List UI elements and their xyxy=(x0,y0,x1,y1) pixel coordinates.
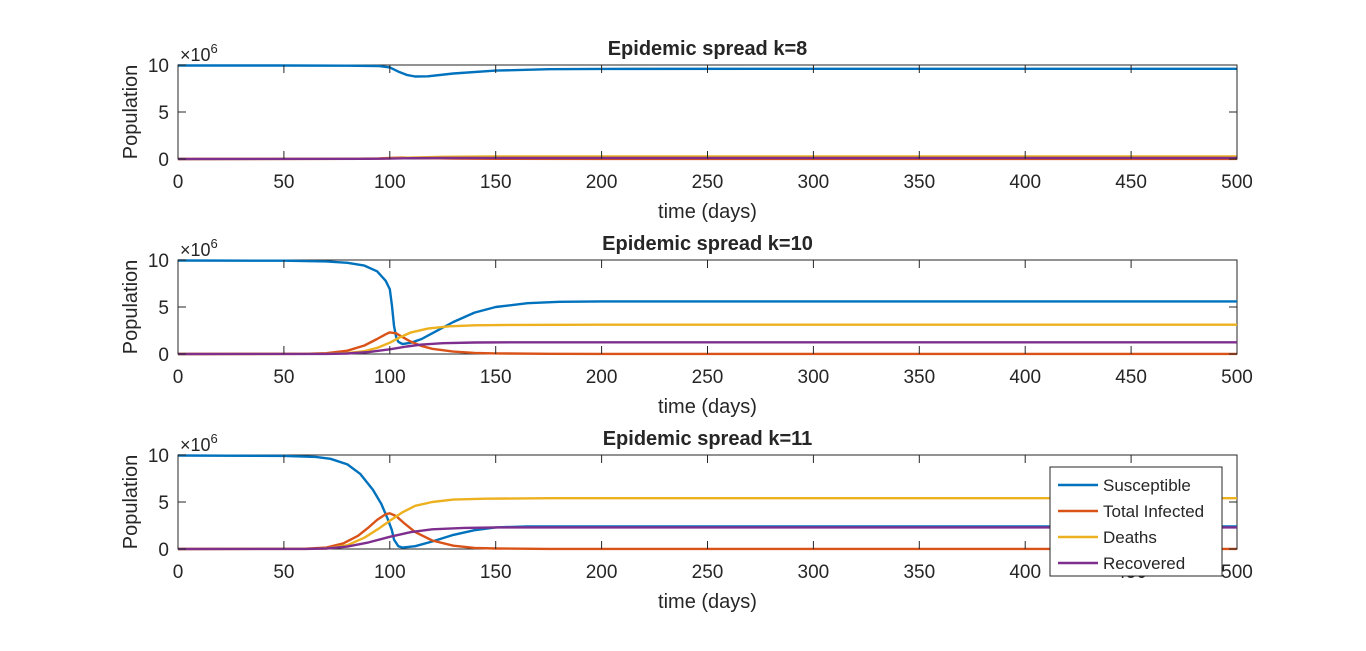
x-tick-label: 200 xyxy=(586,367,618,388)
x-tick-label: 50 xyxy=(273,367,294,388)
legend: Susceptible Total Infected Deaths Recovered xyxy=(1049,466,1223,577)
x-tick-label: 0 xyxy=(173,367,184,388)
x-tick-label: 250 xyxy=(692,562,724,583)
chart-title: Epidemic spread k=8 xyxy=(608,38,808,60)
x-tick-label: 200 xyxy=(586,172,618,193)
x-tick-label: 500 xyxy=(1221,562,1253,583)
x-tick-label: 300 xyxy=(798,367,830,388)
x-tick-label: 100 xyxy=(374,367,406,388)
plot-area xyxy=(177,259,1238,355)
chart-panel-0: 0 50 100 150 200 250 300 350 400 450 500 0 5 10 ×106 Ep… xyxy=(120,38,1253,223)
series-group xyxy=(178,454,1237,551)
x-tick-label: 400 xyxy=(1009,172,1041,193)
x-tick-label: 50 xyxy=(273,562,294,583)
x-tick-label: 250 xyxy=(692,172,724,193)
series-line-recovered xyxy=(178,526,1237,551)
series-group xyxy=(178,64,1237,161)
x-tick-label: 0 xyxy=(173,172,184,193)
x-tick-label: 500 xyxy=(1221,367,1253,388)
y-axis-label: Population xyxy=(120,260,142,355)
x-tick-label: 300 xyxy=(798,172,830,193)
x-tick-label: 350 xyxy=(903,562,935,583)
legend-entry-label: Deaths xyxy=(1103,528,1157,547)
chart-panel-2: 0501001502002503003504004505000510×106Ep… xyxy=(120,428,1253,613)
x-tick-label: 150 xyxy=(480,172,512,193)
y-tick-label: 10 xyxy=(148,56,169,77)
x-tick-label: 350 xyxy=(903,172,935,193)
x-tick-label: 400 xyxy=(1009,367,1041,388)
x-axis-label: time (days) xyxy=(658,591,757,613)
x-tick-label: 450 xyxy=(1115,367,1147,388)
x-axis-label: time (days) xyxy=(658,201,757,223)
chart-title: Epidemic spread k=10 xyxy=(602,233,813,255)
y-tick-label: 5 xyxy=(158,493,169,514)
legend-entry-label: Total Infected xyxy=(1103,502,1204,521)
series-line-susceptible xyxy=(178,64,1237,78)
legend-entry-label: Recovered xyxy=(1103,554,1185,573)
x-tick-label: 100 xyxy=(374,172,406,193)
x-axis-label: time (days) xyxy=(658,396,757,418)
x-tick-label: 200 xyxy=(586,562,618,583)
y-tick-label: 0 xyxy=(158,150,169,171)
series-line-susceptible xyxy=(178,259,1237,346)
y-exponent-label: ×106 xyxy=(180,236,218,260)
x-tick-label: 50 xyxy=(273,172,294,193)
y-tick-label: 0 xyxy=(158,345,169,366)
chart-panel-1: 0 50 100 150 200 250 300 350 400 450 500 0 5 10 ×106 Ep… xyxy=(120,233,1253,418)
plot-area xyxy=(177,64,1238,160)
series-line-recovered xyxy=(178,156,1237,161)
x-tick-label: 100 xyxy=(374,562,406,583)
x-tick-label: 400 xyxy=(1009,562,1041,583)
y-exponent-label: ×106 xyxy=(180,41,218,65)
x-tick-label: 0 xyxy=(173,562,184,583)
chart-title: Epidemic spread k=11 xyxy=(603,428,813,450)
y-axis-label: Population xyxy=(120,455,142,550)
x-tick-label: 150 xyxy=(480,367,512,388)
series-line-total-infected xyxy=(178,512,1237,551)
legend-entry-label: Susceptible xyxy=(1103,476,1191,495)
series-line-recovered xyxy=(178,341,1237,356)
y-exponent-label: ×106 xyxy=(180,431,218,455)
y-tick-label: 10 xyxy=(148,251,169,272)
x-tick-label: 450 xyxy=(1115,172,1147,193)
x-tick-label: 350 xyxy=(903,367,935,388)
x-tick-label: 500 xyxy=(1221,172,1253,193)
x-tick-label: 250 xyxy=(692,367,724,388)
y-tick-label: 0 xyxy=(158,540,169,561)
y-tick-label: 5 xyxy=(158,298,169,319)
y-tick-label: 5 xyxy=(158,103,169,124)
x-tick-label: 150 xyxy=(480,562,512,583)
x-tick-label: 300 xyxy=(798,562,830,583)
y-tick-label: 10 xyxy=(148,446,169,467)
y-axis-label: Population xyxy=(120,65,142,160)
